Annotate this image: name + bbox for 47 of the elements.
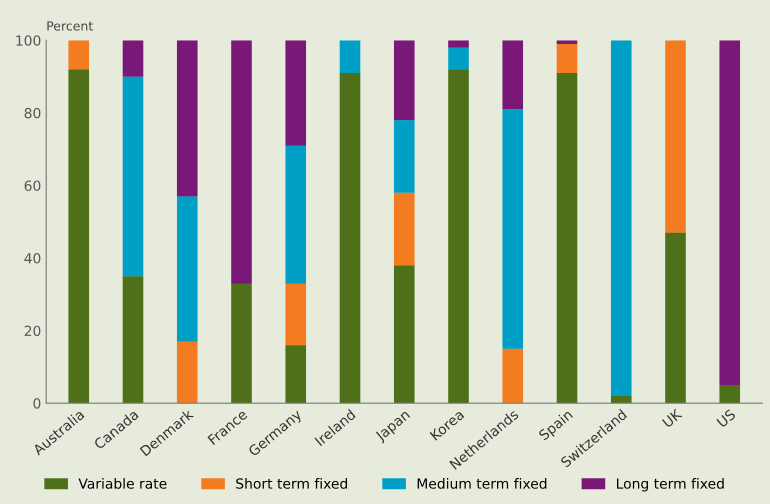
- bar: [719, 385, 740, 404]
- bar: [122, 276, 144, 404]
- y-tick-label: 0: [33, 398, 40, 409]
- bar: [231, 40, 252, 284]
- legend-label: Long term fixed: [617, 478, 724, 492]
- bar: [719, 40, 740, 386]
- bar: [502, 348, 524, 404]
- y-tick-label: 20: [24, 326, 40, 336]
- bar: [68, 40, 90, 70]
- bar: [448, 48, 469, 70]
- bar: [176, 342, 198, 404]
- bar: [394, 120, 415, 193]
- bar: [665, 232, 686, 404]
- bar: [665, 40, 686, 233]
- bar: [176, 40, 198, 196]
- bar: [68, 69, 90, 404]
- bar: [394, 265, 415, 404]
- bar: [285, 283, 306, 346]
- y-tick-label: 60: [24, 180, 40, 191]
- bar: [340, 72, 360, 404]
- bar: [122, 40, 144, 77]
- y-axis-title: Percent: [47, 21, 93, 31]
- bar: [394, 40, 415, 120]
- legend-label: Variable rate: [78, 478, 166, 489]
- y-tick-label: 40: [24, 253, 40, 264]
- bar: [285, 40, 306, 146]
- legend-label: Short term fixed: [236, 478, 348, 489]
- bar: [340, 40, 360, 73]
- bar: [448, 69, 469, 404]
- bar: [448, 40, 469, 48]
- bar: [285, 146, 306, 284]
- bar: [285, 345, 306, 404]
- legend-label: Medium term fixed: [418, 478, 546, 489]
- bar: [176, 196, 198, 342]
- x-tick-label: US: [716, 408, 736, 428]
- bar: [502, 40, 524, 110]
- bar: [610, 40, 632, 396]
- y-tick-label: 100: [16, 35, 40, 46]
- bar: [122, 76, 144, 276]
- y-tick-label: 80: [24, 108, 40, 118]
- x-tick-label: UK: [662, 408, 683, 428]
- bar: [556, 40, 578, 44]
- bar: [556, 44, 578, 73]
- bar: [502, 109, 524, 349]
- bar: [556, 72, 578, 404]
- bar: [394, 192, 415, 266]
- bar: [231, 283, 252, 404]
